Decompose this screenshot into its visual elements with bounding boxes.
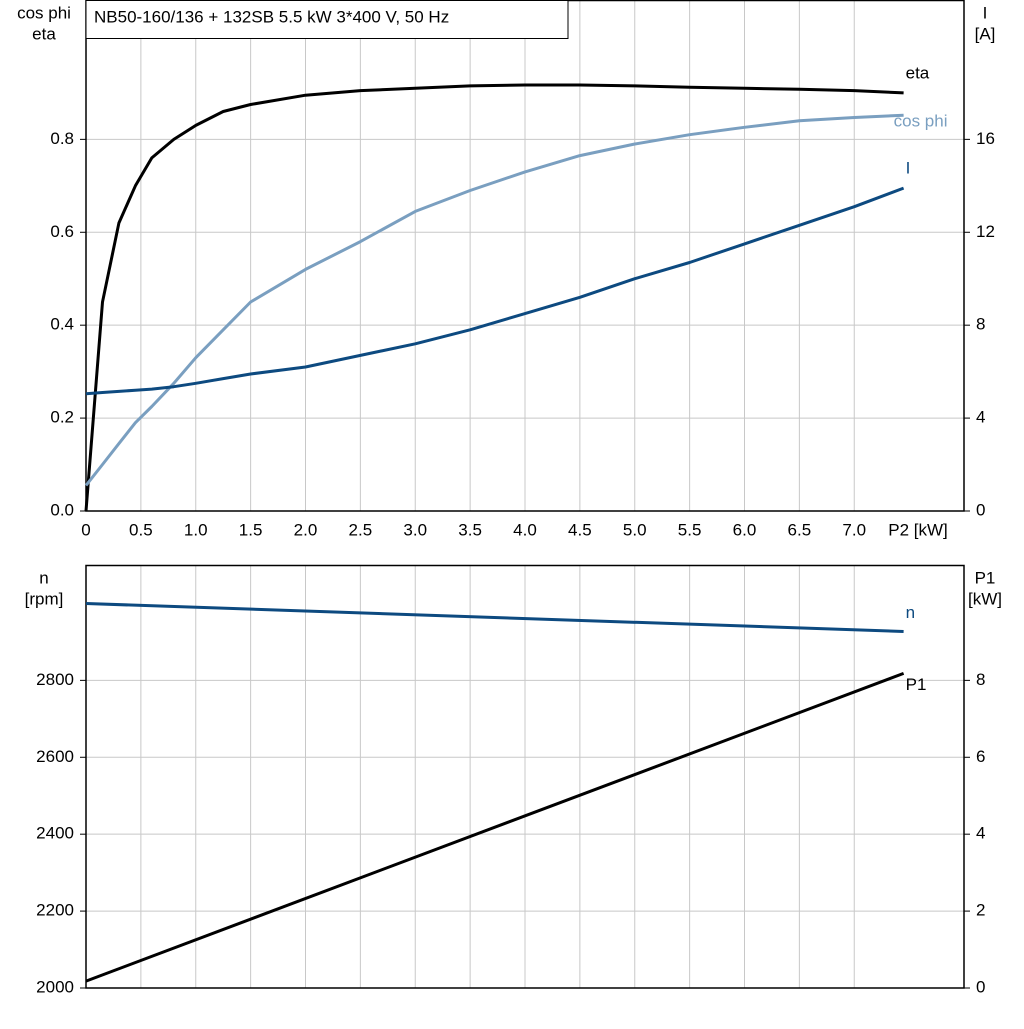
y2-tick-label: 4 — [976, 824, 985, 843]
y-tick-label: 2200 — [36, 901, 74, 920]
x-tick-label: 1.5 — [239, 520, 263, 539]
x-tick-label: 6.5 — [788, 520, 812, 539]
plot-frame — [85, 564, 965, 989]
y2-tick-label: 8 — [976, 670, 985, 689]
y2-axis-label: P1 — [975, 568, 996, 587]
x-tick-label: 4.0 — [513, 520, 537, 539]
y2-axis-label: [kW] — [968, 589, 1002, 608]
y2-tick-label: 2 — [976, 901, 985, 920]
y2-axis-label: I — [983, 3, 988, 22]
series-label: n — [906, 603, 915, 622]
y-tick-label: 0.6 — [50, 222, 74, 241]
series-label: cos phi — [894, 112, 948, 131]
x-tick-label: 4.5 — [568, 520, 592, 539]
y-axis-label: cos phi — [17, 3, 71, 22]
y-tick-label: 0.8 — [50, 129, 74, 148]
series-label: eta — [906, 63, 930, 82]
x-tick-label: 0.5 — [129, 520, 153, 539]
series-line — [85, 671, 905, 983]
y2-tick-label: 0 — [976, 500, 985, 519]
y-axis-label: n — [39, 568, 48, 587]
y-tick-label: 2000 — [36, 977, 74, 996]
x-tick-label: 1.0 — [184, 520, 208, 539]
y-tick-label: 2400 — [36, 824, 74, 843]
x-tick-label: 0 — [81, 520, 90, 539]
x-tick-label: 2.5 — [349, 520, 373, 539]
y2-tick-label: 8 — [976, 315, 985, 334]
series-label: I — [906, 159, 911, 178]
series-line — [84, 83, 904, 512]
x-tick-label: 5.5 — [678, 520, 702, 539]
x-tick-label: 2.0 — [294, 520, 318, 539]
y-axis-label: [rpm] — [25, 589, 64, 608]
x-axis-label: P2 [kW] — [888, 520, 948, 539]
x-tick-label: 6.0 — [733, 520, 757, 539]
y2-tick-label: 4 — [976, 408, 985, 427]
y2-axis-label: [A] — [975, 24, 996, 43]
y-tick-label: 0.4 — [50, 315, 74, 334]
series-label: P1 — [906, 675, 927, 694]
y2-tick-label: 12 — [976, 222, 995, 241]
y2-tick-label: 0 — [976, 977, 985, 996]
chart-title: NB50-160/136 + 132SB 5.5 kW 3*400 V, 50 … — [94, 7, 449, 26]
y2-tick-label: 6 — [976, 747, 985, 766]
series-line — [84, 113, 904, 487]
y2-tick-label: 16 — [976, 129, 995, 148]
x-tick-label: 3.5 — [458, 520, 482, 539]
series-line — [85, 186, 905, 396]
y-tick-label: 0.2 — [50, 408, 74, 427]
title-box — [85, 0, 569, 39]
y-tick-label: 0.0 — [50, 500, 74, 519]
x-tick-label: 7.0 — [842, 520, 866, 539]
y-tick-label: 2800 — [36, 670, 74, 689]
series-line — [85, 602, 904, 633]
x-tick-label: 5.0 — [623, 520, 647, 539]
y-axis-label: eta — [32, 24, 56, 43]
x-tick-label: 3.0 — [403, 520, 427, 539]
y-tick-label: 2600 — [36, 747, 74, 766]
